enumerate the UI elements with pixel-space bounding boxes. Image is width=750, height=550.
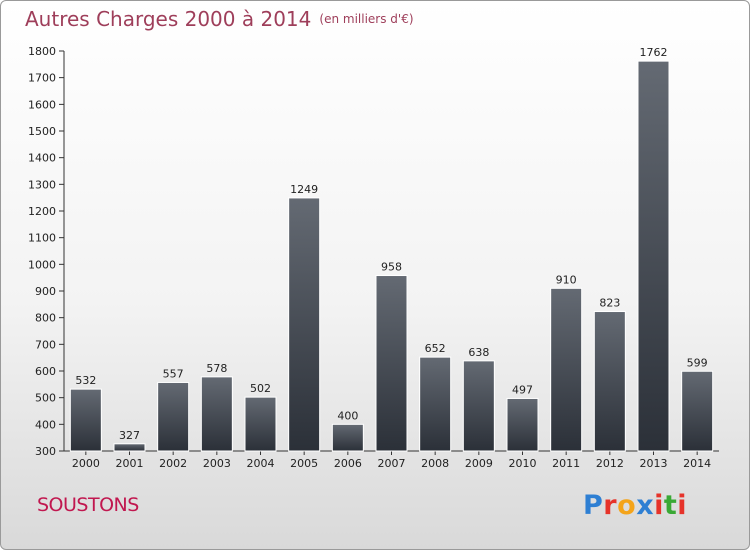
bar — [462, 360, 495, 452]
bar-value-label: 599 — [687, 356, 708, 369]
bar-value-label: 497 — [512, 383, 533, 396]
y-tick-label: 1300 — [28, 178, 56, 191]
bar — [288, 197, 321, 452]
y-tick-label: 400 — [35, 418, 56, 431]
bar — [69, 388, 102, 452]
bars: 532 327 557 578 502 1249 400 958 652 638 497 910 823… — [69, 46, 714, 452]
x-tick-label: 2014 — [683, 457, 711, 470]
y-tick-label: 500 — [35, 392, 56, 405]
y-tick-label: 300 — [35, 445, 56, 458]
bar — [419, 356, 452, 452]
y-tick-label: 1500 — [28, 125, 56, 138]
x-tick-label: 2013 — [640, 457, 668, 470]
bar — [331, 423, 364, 452]
bar-value-label: 823 — [599, 297, 620, 310]
x-tick-label: 2010 — [509, 457, 537, 470]
y-tick-label: 900 — [35, 285, 56, 298]
chart-unit: (en milliers d'€) — [319, 12, 414, 26]
y-tick-label: 1800 — [28, 45, 56, 58]
bar — [637, 60, 670, 452]
proxiti-logo: Proxiti — [583, 490, 687, 521]
bar — [593, 311, 626, 452]
x-tick-label: 2006 — [334, 457, 362, 470]
logo-letter: P — [583, 490, 604, 521]
y-tick-label: 600 — [35, 365, 56, 378]
chart-title: Autres Charges 2000 à 2014 — [25, 7, 312, 31]
y-tick-label: 1400 — [28, 152, 56, 165]
x-tick-label: 2011 — [552, 457, 580, 470]
bar-value-label: 910 — [556, 273, 577, 286]
bar — [550, 287, 583, 452]
logo-letter: i — [654, 490, 664, 521]
x-tick-label: 2012 — [596, 457, 624, 470]
bar — [375, 275, 408, 452]
logo-letter: i — [677, 490, 688, 521]
y-tick-label: 1700 — [28, 72, 56, 85]
bar-value-label: 652 — [425, 342, 446, 355]
location-name: SOUSTONS — [37, 494, 139, 516]
x-tick-label: 2004 — [247, 457, 275, 470]
axes: 300 400 500 600 700 800 900 1000 1100 1200 1300 140… — [28, 45, 719, 470]
bar-value-label: 1762 — [640, 46, 668, 59]
x-tick-label: 2007 — [378, 457, 406, 470]
logo-letter: t — [663, 490, 678, 521]
bar-value-label: 557 — [163, 367, 184, 380]
bar — [244, 396, 277, 452]
x-tick-label: 2009 — [465, 457, 493, 470]
y-tick-label: 1000 — [28, 258, 56, 271]
y-tick-label: 1200 — [28, 205, 56, 218]
chart-title-block: Autres Charges 2000 à 2014 (en milliers d… — [25, 7, 414, 31]
x-tick-label: 2001 — [116, 457, 144, 470]
x-tick-label: 2008 — [421, 457, 449, 470]
x-tick-label: 2002 — [159, 457, 187, 470]
bar-value-label: 578 — [206, 362, 227, 375]
bar-value-label: 1249 — [290, 183, 318, 196]
bar-value-label: 400 — [337, 409, 358, 422]
logo-letter: x — [636, 490, 655, 521]
x-tick-label: 2000 — [72, 457, 100, 470]
x-tick-label: 2003 — [203, 457, 231, 470]
y-tick-label: 800 — [35, 312, 56, 325]
bar-value-label: 502 — [250, 382, 271, 395]
logo-letter: o — [617, 490, 637, 521]
bar — [506, 397, 539, 452]
bar-value-label: 327 — [119, 429, 140, 442]
y-tick-label: 1100 — [28, 232, 56, 245]
bar — [113, 443, 146, 452]
bar-value-label: 638 — [468, 346, 489, 359]
y-tick-label: 1600 — [28, 98, 56, 111]
logo-letter: r — [603, 490, 618, 521]
bar — [681, 370, 714, 452]
y-tick-label: 700 — [35, 338, 56, 351]
x-tick-label: 2005 — [290, 457, 318, 470]
bar-value-label: 532 — [75, 374, 96, 387]
bar — [200, 376, 233, 452]
bar-value-label: 958 — [381, 261, 402, 274]
bar — [157, 381, 190, 452]
